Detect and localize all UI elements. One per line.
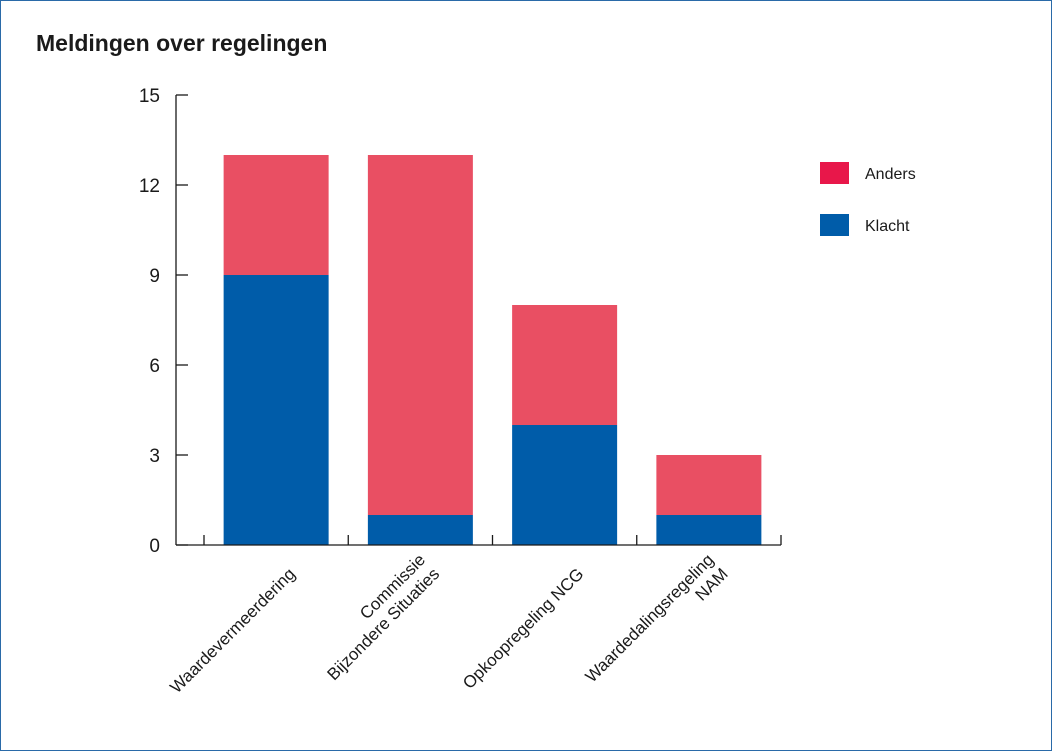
y-tick-label: 15 <box>139 86 160 107</box>
bar-anders <box>223 155 329 275</box>
bar-anders <box>512 305 618 425</box>
bar-klacht <box>223 275 329 545</box>
y-tick-label: 0 <box>149 536 160 557</box>
y-tick-label: 3 <box>149 446 160 467</box>
y-tick-label: 6 <box>149 356 160 377</box>
bar-klacht <box>367 515 473 545</box>
bar-anders <box>656 455 762 515</box>
x-category-label-line: Opkoopregeling NCG <box>459 564 587 692</box>
y-tick-label: 9 <box>149 266 160 287</box>
x-category-label: WaardedalingsregelingNAM <box>582 550 732 700</box>
y-tick-label: 12 <box>139 176 160 197</box>
x-category-label-line: Waardevermeerdering <box>166 564 299 697</box>
bar-klacht <box>656 515 762 545</box>
chart-title: Meldingen over regelingen <box>36 30 328 56</box>
legend-label-klacht: Klacht <box>865 218 910 235</box>
legend-label-anders: Anders <box>865 166 916 183</box>
x-category-label: Waardevermeerdering <box>166 564 299 697</box>
bar-klacht <box>512 425 618 545</box>
x-category-label-line: Waardedalingsregeling <box>582 550 718 686</box>
x-category-label: CommissieBijzondere Situaties <box>309 550 443 684</box>
x-category-label: Opkoopregeling NCG <box>459 564 587 692</box>
legend-swatch-klacht <box>820 214 849 236</box>
legend-swatch-anders <box>820 162 849 184</box>
bar-anders <box>367 155 473 515</box>
